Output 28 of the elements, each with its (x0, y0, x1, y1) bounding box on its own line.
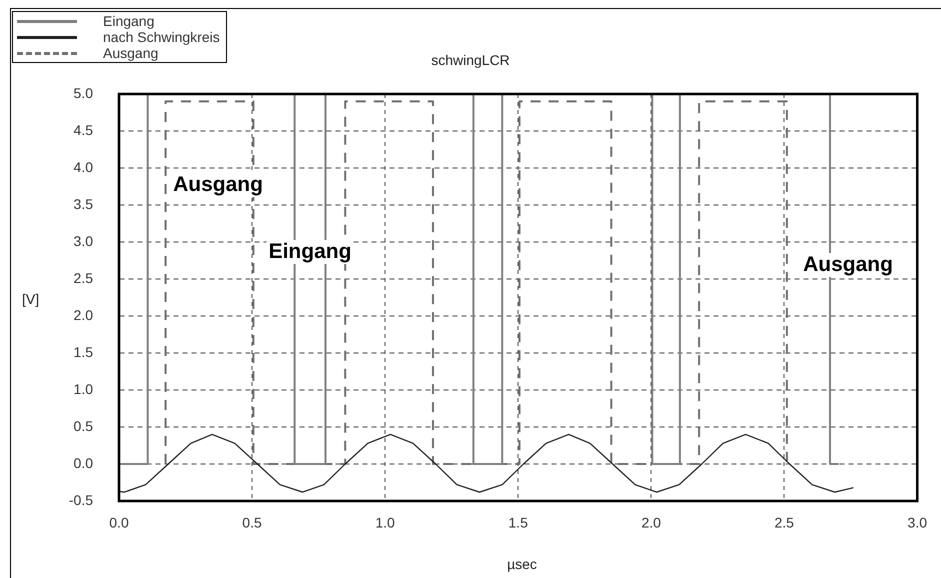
y-tick-label: 0.0 (74, 454, 94, 471)
x-tick-label: 0.0 (109, 514, 129, 530)
x-tick-label: 0.5 (242, 514, 262, 530)
y-tick-label: 5.0 (74, 84, 94, 101)
y-axis-title: [V] (22, 291, 40, 307)
x-tick-label: 1.5 (508, 514, 528, 530)
legend-label: nach Schwingkreis (103, 29, 220, 45)
legend-label: Ausgang (103, 45, 158, 61)
y-tick-label: 4.5 (74, 122, 94, 138)
y-tick-label: 3.0 (74, 232, 94, 249)
y-tick-label: 2.5 (74, 270, 94, 286)
chart-title: schwingLCR (431, 52, 510, 68)
annotation: Ausgang (803, 252, 893, 276)
y-tick-label: 1.0 (74, 380, 94, 397)
x-tick-label: 2.0 (641, 514, 662, 530)
x-tick-label: 2.5 (774, 514, 794, 530)
y-tick-label: 1.5 (74, 344, 94, 360)
x-tick-label: 1.0 (375, 514, 396, 530)
y-tick-label: 3.5 (74, 196, 94, 212)
y-tick-label: -0.5 (68, 492, 94, 508)
x-axis-title: µsec (506, 556, 538, 572)
y-tick-label: 2.0 (74, 306, 94, 323)
y-tick-label: 4.0 (74, 158, 94, 175)
y-tick-label: 0.5 (74, 418, 94, 434)
x-tick-label: 3.0 (908, 514, 928, 530)
legend-label: Eingang (103, 13, 154, 29)
annotation: Eingang (268, 240, 352, 263)
annotation: Ausgang (173, 172, 263, 196)
